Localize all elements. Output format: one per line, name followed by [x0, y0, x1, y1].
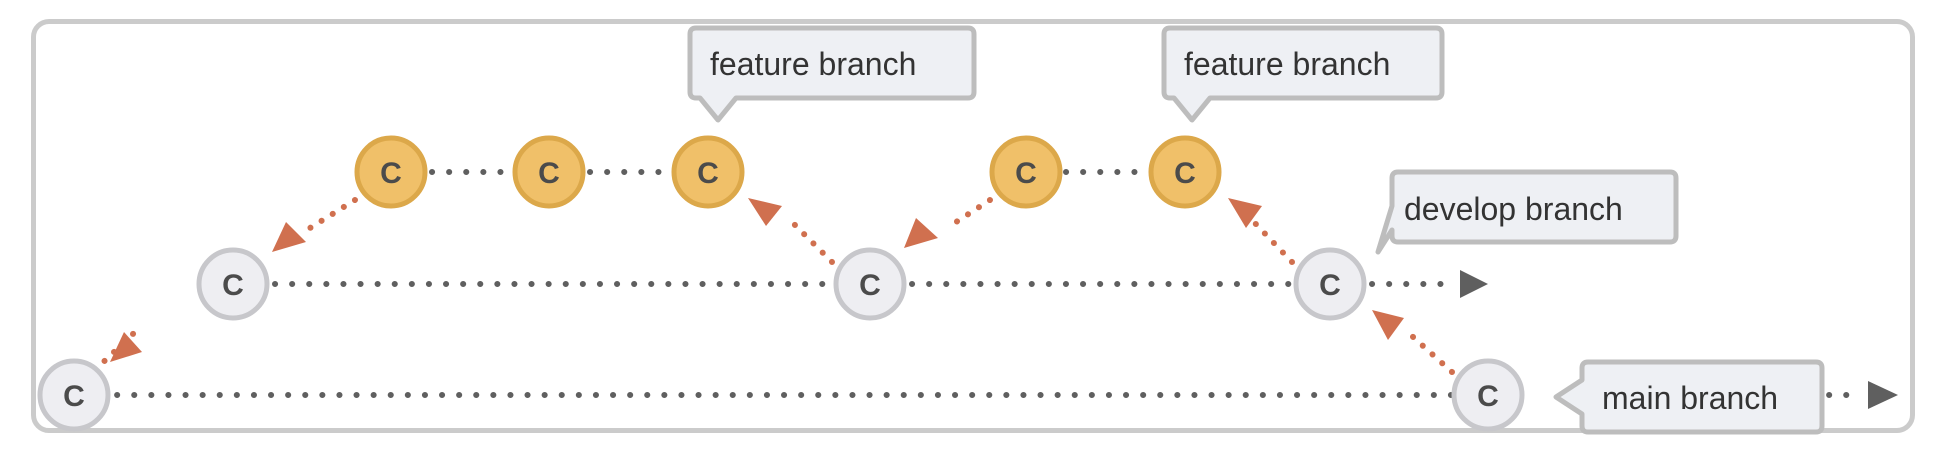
- callout-feature-branch-2: feature branch: [1161, 25, 1445, 123]
- link-main-to-develop-arrowhead: [110, 332, 142, 362]
- commit-feature-2-b: C: [1148, 135, 1222, 209]
- commit-label: C: [1319, 269, 1341, 302]
- main-timeline-arrowhead: [1868, 381, 1898, 409]
- callout-develop-branch: develop branch: [1375, 169, 1679, 255]
- commit-feature-1-c: C: [671, 135, 745, 209]
- commit-label: C: [222, 269, 244, 302]
- commit-feature-1-b: C: [512, 135, 586, 209]
- callout-label: feature branch: [710, 46, 916, 82]
- callout-feature-branch-1: feature branch: [687, 25, 977, 123]
- commit-main-1: C: [37, 358, 111, 432]
- link-main-to-develop-2: [1409, 333, 1455, 375]
- commit-label: C: [859, 269, 881, 302]
- develop-timeline-arrowhead: [1460, 270, 1488, 298]
- commit-develop-2: C: [833, 247, 907, 321]
- commit-feature-2-a: C: [989, 135, 1063, 209]
- commit-label: C: [63, 380, 85, 413]
- link-develop-to-feature-2: [947, 197, 993, 229]
- commit-develop-3: C: [1293, 247, 1367, 321]
- commit-label: C: [538, 157, 560, 190]
- commit-label: C: [1477, 380, 1499, 413]
- link-feature-1-to-develop-arrowhead: [748, 198, 782, 226]
- callout-label: feature branch: [1184, 46, 1390, 82]
- commit-main-2: C: [1451, 358, 1525, 432]
- callout-label: develop branch: [1404, 191, 1623, 227]
- commit-label: C: [380, 157, 402, 190]
- commit-feature-1-a: C: [354, 135, 428, 209]
- commit-label: C: [697, 157, 719, 190]
- commit-label: C: [1015, 157, 1037, 190]
- link-feature-2-to-develop: [1249, 217, 1295, 265]
- callout-label: main branch: [1602, 380, 1778, 416]
- link-main-to-develop-2-arrowhead: [1372, 310, 1404, 340]
- timelines: [97, 169, 1858, 398]
- commit-develop-1: C: [196, 247, 270, 321]
- link-develop-to-feature-1: [307, 197, 358, 231]
- branch-links: [92, 197, 1455, 375]
- link-develop-to-feature-2-arrowhead: [904, 218, 938, 248]
- callout-main-branch: main branch: [1553, 359, 1825, 435]
- commit-label: C: [1174, 157, 1196, 190]
- link-feature-2-to-develop-arrowhead: [1228, 198, 1262, 228]
- link-main-to-develop: [92, 329, 138, 373]
- link-feature-1-to-develop: [785, 215, 835, 265]
- link-develop-to-feature-1-arrowhead: [272, 222, 306, 252]
